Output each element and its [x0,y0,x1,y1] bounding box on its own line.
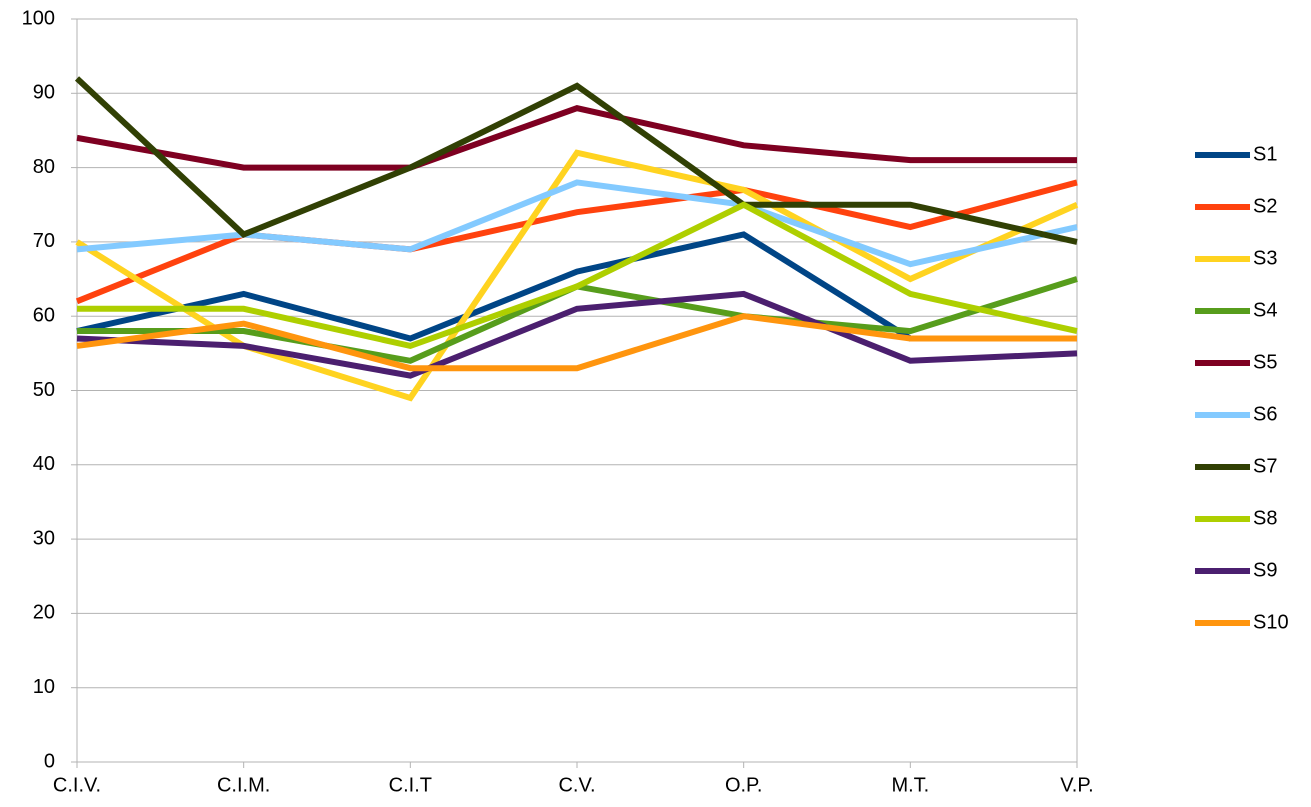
y-tick-label: 90 [33,82,55,104]
y-tick-label: 30 [33,527,55,549]
series-line [76,105,1077,171]
legend-label: S6 [1253,403,1277,425]
legend-label: S4 [1253,299,1277,321]
y-tick-label: 10 [33,676,55,698]
series-line [76,290,1078,379]
x-tick-label: O.P. [725,774,762,796]
y-tick-label: 20 [33,602,55,624]
legend-label: S5 [1253,351,1277,373]
x-tick-label: M.T. [891,774,929,796]
series-line [77,276,1078,364]
y-tick-label: 50 [33,379,55,401]
x-tick-label: V.P. [1060,774,1093,796]
legend-label: S9 [1253,559,1277,581]
legend-label: S1 [1253,143,1277,165]
legend-label: S3 [1253,247,1277,269]
x-tick-label: C.I.T [389,774,432,796]
series-line [76,313,1077,372]
y-tick-label: 0 [44,750,55,772]
x-tick-label: C.I.V. [53,774,101,796]
x-tick-label: C.V. [558,774,595,796]
y-tick-label: 80 [33,156,55,178]
y-tick-label: 60 [33,304,55,326]
series-line [77,201,1078,350]
legend-label: S10 [1253,611,1289,633]
x-tick-label: C.I.M. [217,774,270,796]
y-tick-label: 100 [22,7,55,29]
legend-label: S7 [1253,455,1277,477]
y-tick-label: 70 [33,230,55,252]
legend-label: S2 [1253,195,1277,217]
legend-label: S8 [1253,507,1277,529]
series-line [74,76,1078,245]
y-tick-label: 40 [33,453,55,475]
